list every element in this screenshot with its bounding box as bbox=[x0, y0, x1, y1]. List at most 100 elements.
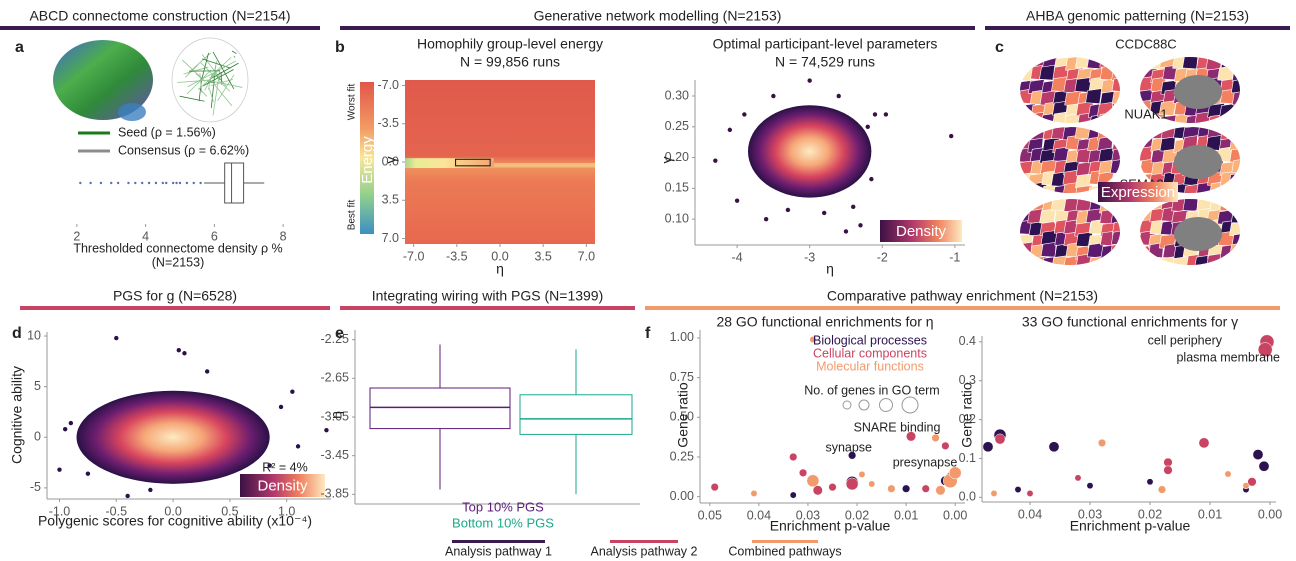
section-bar bbox=[20, 306, 330, 310]
network-edge bbox=[231, 50, 237, 54]
optimal-region bbox=[455, 158, 491, 167]
density-label: Density bbox=[257, 477, 308, 494]
y-axis-label: Gene ratio bbox=[959, 382, 975, 448]
parcel bbox=[1040, 241, 1057, 258]
parcel bbox=[1100, 244, 1119, 260]
x-tick-label: -7.0 bbox=[403, 249, 425, 263]
outlier bbox=[110, 181, 113, 185]
section-title: Generative network modelling (N=2153) bbox=[534, 8, 782, 24]
parcel bbox=[1228, 172, 1240, 189]
y-tick-label: 10 bbox=[27, 328, 41, 342]
y-tick-label: -3.05 bbox=[321, 409, 350, 423]
y-tick-label: 0.50 bbox=[670, 410, 694, 424]
point bbox=[278, 404, 284, 410]
x-tick-label: 0.04 bbox=[1018, 507, 1042, 521]
section-bar bbox=[985, 26, 1290, 30]
panel-letter: c bbox=[995, 39, 1004, 56]
y-tick-label: 0.4 bbox=[959, 334, 976, 348]
point bbox=[843, 229, 849, 234]
point bbox=[858, 223, 863, 228]
y-tick-label: 0.1 bbox=[959, 451, 976, 465]
point bbox=[204, 369, 210, 374]
section-title: PGS for g (N=6528) bbox=[113, 288, 237, 304]
pathway-line bbox=[452, 540, 545, 543]
network-edge bbox=[202, 69, 234, 87]
parcel bbox=[1219, 170, 1238, 187]
legend-label: Bottom 10% PGS bbox=[452, 515, 554, 530]
point bbox=[806, 474, 820, 488]
point bbox=[1257, 342, 1273, 357]
point bbox=[290, 389, 295, 394]
annotation: plasma membrane bbox=[1176, 350, 1280, 364]
annotation: SNARE binding bbox=[854, 420, 941, 434]
legend-label: Molecular functions bbox=[816, 359, 924, 373]
y-tick-label: 3.5 bbox=[382, 193, 399, 207]
brain-map bbox=[1020, 199, 1120, 265]
point bbox=[845, 477, 859, 491]
point bbox=[1163, 457, 1173, 467]
parcel bbox=[1194, 254, 1211, 265]
point bbox=[267, 463, 272, 468]
parcel bbox=[1229, 254, 1240, 265]
network-edge bbox=[209, 78, 233, 107]
x-tick-label: 0.5 bbox=[221, 504, 238, 518]
y-tick-label: -2.25 bbox=[321, 332, 350, 346]
network-edge bbox=[187, 52, 211, 74]
point bbox=[872, 112, 878, 117]
parcel bbox=[1229, 242, 1240, 258]
point bbox=[865, 124, 870, 129]
y-tick-label: 5 bbox=[34, 379, 41, 393]
parcel bbox=[1228, 182, 1240, 193]
gene-label: CCDC88C bbox=[1115, 36, 1176, 51]
point bbox=[1198, 437, 1210, 449]
parcel bbox=[1229, 135, 1240, 152]
density-legend bbox=[880, 220, 962, 242]
point bbox=[734, 198, 740, 203]
x-tick-label: -0.5 bbox=[106, 504, 128, 518]
point bbox=[994, 433, 1006, 445]
x-tick-label: 0.03 bbox=[1078, 507, 1102, 521]
outlier bbox=[175, 181, 178, 185]
network-edge bbox=[186, 69, 212, 95]
point bbox=[713, 158, 718, 163]
density-cloud bbox=[76, 390, 270, 484]
network-edge bbox=[198, 73, 217, 90]
parcel bbox=[1140, 76, 1154, 92]
section-title: Comparative pathway enrichment (N=2153) bbox=[827, 288, 1098, 304]
network-edge bbox=[187, 60, 236, 87]
point bbox=[1247, 477, 1257, 487]
parcel bbox=[1220, 127, 1237, 141]
annotation: cell periphery bbox=[1148, 333, 1223, 347]
point bbox=[1157, 485, 1167, 494]
y-tick-label: -3.85 bbox=[321, 487, 350, 501]
medial-wall bbox=[1174, 145, 1222, 179]
point bbox=[182, 351, 187, 356]
parcel bbox=[1207, 114, 1227, 123]
x-axis-label: η bbox=[496, 261, 504, 277]
point bbox=[948, 466, 962, 480]
point bbox=[750, 490, 758, 497]
parcel bbox=[1062, 182, 1080, 193]
point bbox=[324, 427, 329, 433]
x-tick-label: 0.01 bbox=[1198, 507, 1222, 521]
medial-wall bbox=[1174, 217, 1222, 251]
section-bar bbox=[645, 306, 1280, 310]
colorbar bbox=[360, 82, 374, 234]
annotation: R² = 4% bbox=[262, 460, 308, 474]
parcel bbox=[1020, 111, 1036, 123]
panel-letter: e bbox=[335, 325, 344, 342]
box bbox=[369, 387, 511, 430]
parcel bbox=[1051, 255, 1070, 265]
point bbox=[1242, 482, 1250, 490]
parcel bbox=[1182, 57, 1199, 70]
expression-label: Expression bbox=[1101, 184, 1175, 201]
network-edge bbox=[182, 59, 206, 82]
brain-image bbox=[53, 40, 153, 120]
outlier bbox=[134, 181, 137, 185]
y-tick-label: 0.10 bbox=[665, 211, 689, 225]
outlier bbox=[127, 181, 130, 185]
network-edge bbox=[208, 79, 211, 90]
x-tick-label: 6 bbox=[211, 229, 218, 243]
network-edge bbox=[207, 81, 215, 84]
point bbox=[1224, 470, 1232, 478]
